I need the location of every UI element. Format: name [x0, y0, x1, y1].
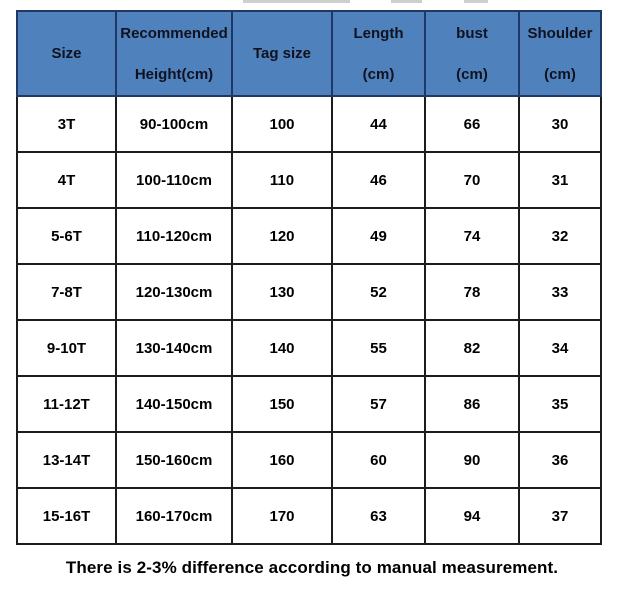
shoulder-cell: 37 [518, 487, 602, 545]
header-line: Length [353, 24, 404, 42]
column-header-bust: bust (cm) [424, 10, 520, 97]
length-cell: 60 [331, 431, 426, 489]
table-row: 11-12T 140-150cm 150 57 86 35 [16, 375, 602, 433]
shoulder-cell: 35 [518, 375, 602, 433]
bust-cell: 74 [424, 207, 520, 265]
table-row: 9-10T 130-140cm 140 55 82 34 [16, 319, 602, 377]
bust-cell: 86 [424, 375, 520, 433]
length-cell: 52 [331, 263, 426, 321]
tag-size-cell: 150 [231, 375, 333, 433]
header-line: Size [51, 45, 82, 62]
size-cell: 4T [16, 151, 117, 209]
table-row: 3T 90-100cm 100 44 66 30 [16, 95, 602, 153]
table-row: 5-6T 110-120cm 120 49 74 32 [16, 207, 602, 265]
length-cell: 57 [331, 375, 426, 433]
size-cell: 11-12T [16, 375, 117, 433]
header-line: Shoulder [527, 24, 593, 42]
length-cell: 55 [331, 319, 426, 377]
height-cell: 150-160cm [115, 431, 233, 489]
cropped-text-artifact [464, 0, 488, 3]
header-line: (cm) [544, 65, 576, 83]
size-cell: 5-6T [16, 207, 117, 265]
tag-size-cell: 160 [231, 431, 333, 489]
shoulder-cell: 36 [518, 431, 602, 489]
bust-cell: 94 [424, 487, 520, 545]
shoulder-cell: 32 [518, 207, 602, 265]
tag-size-cell: 130 [231, 263, 333, 321]
height-cell: 120-130cm [115, 263, 233, 321]
size-cell: 7-8T [16, 263, 117, 321]
size-chart-table: Size Recommended Height(cm) Tag size [16, 10, 602, 545]
header-line: Recommended [120, 24, 228, 42]
length-cell: 46 [331, 151, 426, 209]
tag-size-cell: 120 [231, 207, 333, 265]
bust-cell: 70 [424, 151, 520, 209]
measurement-note: There is 2-3% difference according to ma… [65, 558, 559, 577]
size-cell: 3T [16, 95, 117, 153]
height-cell: 130-140cm [115, 319, 233, 377]
header-line: (cm) [362, 65, 395, 83]
header-row: Size Recommended Height(cm) Tag size [16, 10, 602, 97]
tag-size-cell: 110 [231, 151, 333, 209]
table-row: 13-14T 150-160cm 160 60 90 36 [16, 431, 602, 489]
bust-cell: 90 [424, 431, 520, 489]
bust-cell: 82 [424, 319, 520, 377]
height-cell: 90-100cm [115, 95, 233, 153]
bust-cell: 66 [424, 95, 520, 153]
column-header-length: Length (cm) [331, 10, 426, 97]
length-cell: 44 [331, 95, 426, 153]
column-header-recommended-height: Recommended Height(cm) [115, 10, 233, 97]
column-header-shoulder: Shoulder (cm) [518, 10, 602, 97]
height-cell: 100-110cm [115, 151, 233, 209]
header-line: Height(cm) [134, 65, 214, 83]
table-row: 4T 100-110cm 110 46 70 31 [16, 151, 602, 209]
size-cell: 15-16T [16, 487, 117, 545]
column-header-size: Size [16, 10, 117, 97]
size-cell: 13-14T [16, 431, 117, 489]
shoulder-cell: 33 [518, 263, 602, 321]
header-line: (cm) [456, 65, 488, 83]
table-row: 7-8T 120-130cm 130 52 78 33 [16, 263, 602, 321]
length-cell: 63 [331, 487, 426, 545]
height-cell: 160-170cm [115, 487, 233, 545]
size-cell: 9-10T [16, 319, 117, 377]
header-line: bust [456, 24, 488, 42]
length-cell: 49 [331, 207, 426, 265]
shoulder-cell: 34 [518, 319, 602, 377]
tag-size-cell: 170 [231, 487, 333, 545]
cropped-text-artifact [391, 0, 422, 3]
shoulder-cell: 30 [518, 95, 602, 153]
height-cell: 140-150cm [115, 375, 233, 433]
cropped-text-artifact [243, 0, 350, 3]
tag-size-cell: 140 [231, 319, 333, 377]
height-cell: 110-120cm [115, 207, 233, 265]
tag-size-cell: 100 [231, 95, 333, 153]
column-header-tag-size: Tag size [231, 10, 333, 97]
table-row: 15-16T 160-170cm 170 63 94 37 [16, 487, 602, 545]
shoulder-cell: 31 [518, 151, 602, 209]
header-line: Tag size [252, 45, 312, 62]
bust-cell: 78 [424, 263, 520, 321]
